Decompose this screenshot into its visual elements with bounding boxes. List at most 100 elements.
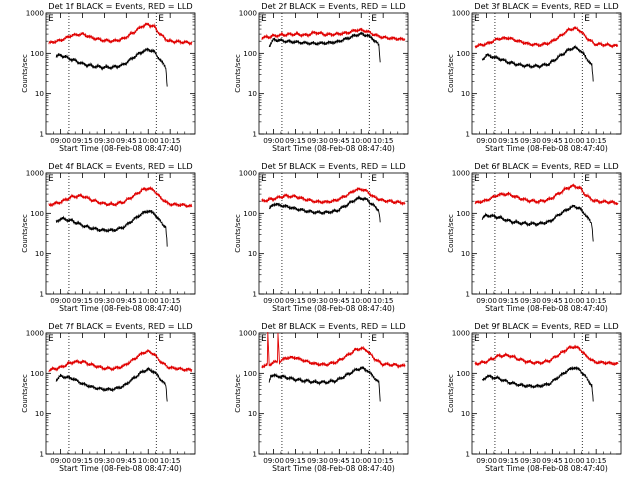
series-line-events <box>481 44 594 82</box>
series-line-lld <box>48 22 193 46</box>
x-axis-label: Start Time (08-Feb-08 08:47:40) <box>59 144 182 153</box>
x-tick-label: 09:45 <box>116 296 137 305</box>
chart-panel-2: Det 2f BLACK = Events, RED = LLD 1 10 100 10… <box>213 0 426 160</box>
y-tick-label: 10 <box>35 249 45 258</box>
x-tick-label: 10:00 <box>564 456 585 465</box>
chart-svg: Det 2f BLACK = Events, RED = LLD 1 10 100 10… <box>234 1 409 153</box>
y-axis-label: Counts/sec <box>21 214 29 253</box>
y-axis-label: Counts/sec <box>447 374 455 413</box>
y-tick-label: 100 <box>243 49 257 58</box>
x-tick-label: 09:45 <box>116 136 137 145</box>
chart-title: Det 5f BLACK = Events, RED = LLD <box>261 161 405 171</box>
x-tick-label: 10:00 <box>564 296 585 305</box>
x-tick-label: 09:30 <box>94 136 115 145</box>
event-marker-label: E <box>158 334 164 344</box>
y-tick-label: 1000 <box>26 329 45 338</box>
chart-title: Det 7f BLACK = Events, RED = LLD <box>48 321 192 331</box>
x-axis-label: Start Time (08-Feb-08 08:47:40) <box>59 304 182 313</box>
chart-panel-4: Det 4f BLACK = Events, RED = LLD 1 10 100 10… <box>0 160 213 320</box>
x-tick-label: 10:15 <box>586 456 607 465</box>
chart-svg: Det 1f BLACK = Events, RED = LLD 1 10 100 10… <box>21 1 196 153</box>
series-line-lld <box>474 26 619 49</box>
event-marker-label: E <box>48 14 54 24</box>
y-tick-label: 1000 <box>452 9 471 18</box>
x-tick-label: 09:15 <box>498 136 519 145</box>
x-tick-label: 09:30 <box>520 456 541 465</box>
x-tick-label: 10:00 <box>351 296 372 305</box>
series-line-lld <box>261 27 406 42</box>
x-tick-label: 10:15 <box>160 136 181 145</box>
x-tick-label: 09:45 <box>542 296 563 305</box>
series-line-events <box>55 209 168 247</box>
series-line-events <box>268 366 381 402</box>
x-axis-label: Start Time (08-Feb-08 08:47:40) <box>59 464 182 473</box>
x-axis-label: Start Time (08-Feb-08 08:47:40) <box>272 464 395 473</box>
chart-panel-7: Det 7f BLACK = Events, RED = LLD 1 10 100 10… <box>0 320 213 480</box>
y-axis-label: Counts/sec <box>234 214 242 253</box>
x-axis-label: Start Time (08-Feb-08 08:47:40) <box>485 464 608 473</box>
x-tick-label: 10:15 <box>586 296 607 305</box>
y-tick-label: 1 <box>39 130 44 139</box>
x-tick-label: 09:45 <box>329 456 350 465</box>
y-tick-label: 1 <box>465 290 470 299</box>
plot-frame <box>471 172 622 295</box>
chart-title: Det 9f BLACK = Events, RED = LLD <box>474 321 618 331</box>
x-tick-label: 09:00 <box>263 456 284 465</box>
x-tick-label: 10:00 <box>138 136 159 145</box>
chart-title: Det 6f BLACK = Events, RED = LLD <box>474 161 618 171</box>
series-line-events <box>55 366 168 402</box>
event-marker-label: E <box>474 174 480 184</box>
y-axis-label: Counts/sec <box>234 54 242 93</box>
event-marker-label: E <box>474 334 480 344</box>
y-axis-label: Counts/sec <box>21 374 29 413</box>
x-tick-label: 09:30 <box>520 136 541 145</box>
x-tick-label: 09:30 <box>307 136 328 145</box>
x-tick-label: 09:45 <box>116 456 137 465</box>
x-tick-label: 09:00 <box>476 296 497 305</box>
chart-svg: Det 4f BLACK = Events, RED = LLD 1 10 100 10… <box>21 161 196 313</box>
x-tick-label: 10:00 <box>351 136 372 145</box>
series-line-events <box>268 195 381 223</box>
event-marker-label: E <box>261 14 267 24</box>
series-line-events <box>268 31 381 63</box>
x-tick-label: 10:15 <box>373 296 394 305</box>
event-marker-label: E <box>371 334 377 344</box>
series-line-events <box>55 47 168 87</box>
y-tick-label: 100 <box>30 209 44 218</box>
y-tick-label: 100 <box>456 369 470 378</box>
chart-panel-6: Det 6f BLACK = Events, RED = LLD 1 10 100 10… <box>426 160 639 320</box>
y-axis-label: Counts/sec <box>447 214 455 253</box>
x-axis-label: Start Time (08-Feb-08 08:47:40) <box>272 304 395 313</box>
x-tick-label: 09:15 <box>498 296 519 305</box>
chart-svg: Det 7f BLACK = Events, RED = LLD 1 10 100 10… <box>21 321 196 473</box>
event-marker-label: E <box>48 174 54 184</box>
x-tick-label: 09:45 <box>329 296 350 305</box>
x-tick-label: 09:45 <box>542 456 563 465</box>
x-tick-label: 09:15 <box>285 136 306 145</box>
x-tick-label: 09:00 <box>263 136 284 145</box>
x-tick-label: 09:15 <box>285 296 306 305</box>
y-tick-label: 100 <box>456 49 470 58</box>
y-tick-label: 1 <box>252 290 257 299</box>
y-tick-label: 1 <box>39 450 44 459</box>
x-tick-label: 09:15 <box>285 456 306 465</box>
y-tick-label: 100 <box>30 49 44 58</box>
y-tick-label: 1 <box>252 130 257 139</box>
chart-title: Det 2f BLACK = Events, RED = LLD <box>261 1 405 11</box>
x-tick-label: 09:00 <box>50 136 71 145</box>
event-marker-label: E <box>371 174 377 184</box>
series-line-lld <box>261 331 406 370</box>
event-marker-label: E <box>261 174 267 184</box>
y-tick-label: 1 <box>252 450 257 459</box>
series-line-lld <box>48 349 193 373</box>
event-marker-label: E <box>584 14 590 24</box>
chart-title: Det 3f BLACK = Events, RED = LLD <box>474 1 618 11</box>
y-tick-label: 10 <box>461 89 471 98</box>
x-tick-label: 09:30 <box>307 456 328 465</box>
x-tick-label: 10:00 <box>564 136 585 145</box>
y-tick-label: 1000 <box>239 169 258 178</box>
x-tick-label: 09:00 <box>476 456 497 465</box>
chart-title: Det 8f BLACK = Events, RED = LLD <box>261 321 405 331</box>
y-tick-label: 1000 <box>26 9 45 18</box>
